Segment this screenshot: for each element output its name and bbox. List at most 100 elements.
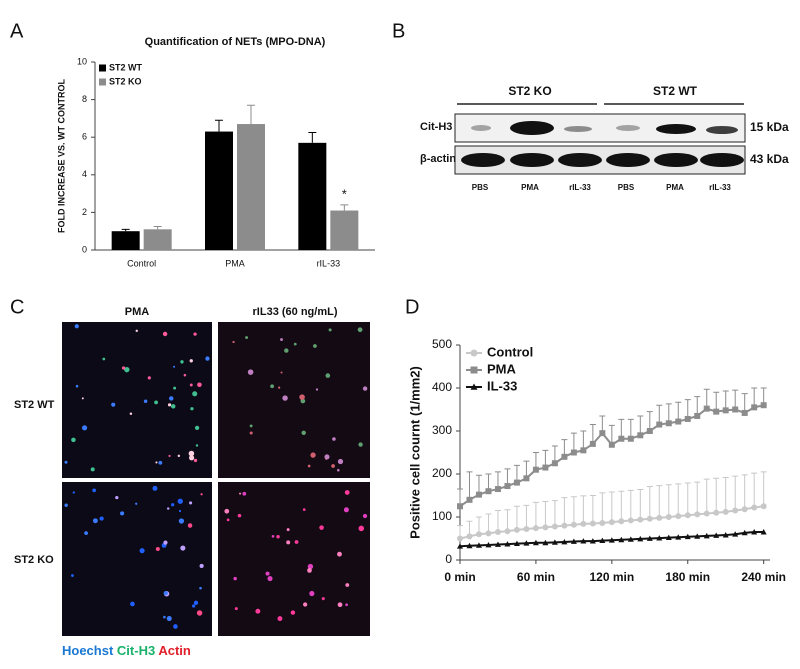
marker	[627, 435, 634, 442]
cell	[166, 507, 170, 510]
cell	[332, 437, 336, 441]
y-tick-label: 0	[82, 244, 87, 254]
row-label: ST2 KO	[14, 554, 54, 566]
marker	[551, 523, 558, 530]
error-bar	[580, 495, 587, 524]
cell	[178, 518, 185, 524]
marker	[703, 510, 710, 517]
y-tick-label: 0	[445, 552, 452, 566]
cell	[120, 511, 125, 516]
lane-label: rIL-33	[569, 183, 591, 192]
marker	[485, 488, 492, 495]
marker	[732, 531, 739, 537]
marker	[618, 435, 625, 442]
stain: Actin	[158, 643, 191, 658]
cell	[194, 425, 200, 431]
marker	[494, 486, 501, 493]
cell	[135, 329, 138, 333]
error-bar	[485, 513, 492, 534]
marker	[470, 366, 478, 374]
cell	[307, 563, 314, 570]
y-tick-label: 300	[432, 423, 452, 437]
legend-swatch	[99, 78, 106, 86]
marker	[751, 504, 758, 511]
cell	[163, 540, 168, 545]
cell	[239, 492, 242, 495]
error-bar	[475, 474, 482, 495]
cell	[64, 503, 68, 507]
error-bar	[741, 474, 748, 510]
marker	[542, 539, 549, 546]
marker	[713, 408, 720, 415]
marker	[618, 518, 625, 525]
legend-label: PMA	[487, 361, 517, 376]
marker	[646, 515, 653, 522]
marker	[618, 536, 625, 543]
cell	[328, 328, 332, 332]
micrographs: PMA rIL33 (60 ng/mL) ST2 WT ST2 KO Hoech…	[14, 306, 370, 658]
x-tick-label: 240 min	[741, 570, 786, 584]
legend-label: ST2 KO	[109, 76, 142, 86]
marker	[494, 541, 501, 547]
cell	[171, 503, 175, 507]
cell	[205, 356, 210, 361]
error-bar	[570, 432, 577, 453]
cell	[199, 586, 202, 590]
marker	[703, 405, 710, 412]
cell	[180, 545, 186, 551]
cell	[163, 615, 166, 619]
cell	[315, 388, 319, 391]
marker	[665, 534, 672, 541]
marker	[470, 383, 478, 390]
cell	[81, 425, 88, 431]
cell	[121, 366, 126, 370]
band	[510, 121, 554, 135]
cell	[64, 460, 68, 464]
cell	[277, 616, 283, 622]
cell	[280, 371, 283, 374]
error-bar	[675, 401, 682, 422]
error-bar	[722, 390, 729, 411]
marker	[627, 517, 634, 524]
error-bar	[694, 396, 701, 416]
legend-swatch	[99, 64, 106, 72]
cell	[286, 540, 291, 545]
marker	[561, 453, 568, 460]
cell	[130, 601, 135, 607]
marker	[457, 503, 463, 510]
cell	[233, 576, 237, 581]
marker	[485, 541, 492, 548]
x-tick-label: 60 min	[517, 570, 555, 584]
cell	[301, 430, 306, 436]
lane-label: PBS	[472, 183, 489, 192]
legend-label: IL-33	[487, 378, 517, 393]
cell	[71, 437, 76, 443]
marker	[732, 406, 739, 413]
error-bar	[153, 226, 162, 230]
marker	[637, 432, 644, 439]
cell	[189, 359, 193, 363]
x-tick-label: Control	[127, 258, 156, 268]
cell	[325, 373, 331, 378]
error-bar	[308, 132, 317, 143]
marker	[637, 535, 644, 542]
error-bar	[675, 483, 682, 517]
marker	[542, 524, 549, 531]
micrograph	[62, 482, 212, 636]
x-tick-label: PMA	[225, 258, 245, 268]
cell	[75, 384, 79, 388]
cell	[189, 383, 193, 387]
cell	[321, 597, 325, 601]
cell	[71, 574, 74, 577]
band	[471, 125, 491, 131]
cell	[189, 455, 195, 461]
error-bar	[589, 424, 596, 444]
cell	[72, 491, 75, 494]
cell	[177, 454, 181, 458]
marker	[599, 537, 606, 544]
marker	[457, 543, 463, 549]
error-bar	[684, 482, 691, 516]
cell	[310, 452, 316, 458]
cell	[362, 513, 368, 519]
band	[558, 153, 602, 167]
